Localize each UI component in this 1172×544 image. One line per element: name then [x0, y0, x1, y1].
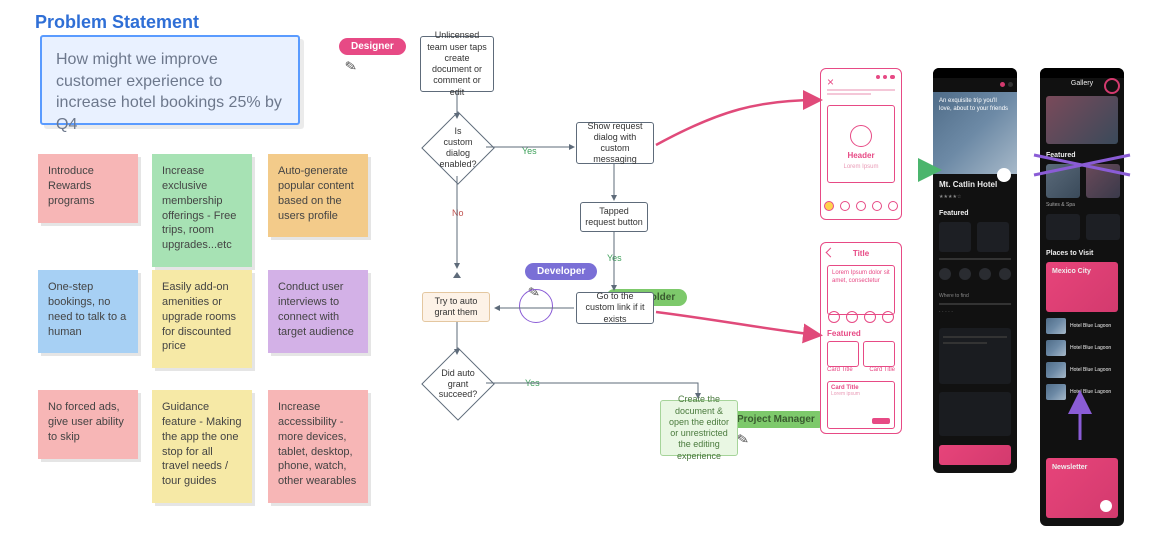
wire-desc: Lorem Ipsum [843, 164, 878, 170]
wire-dots [821, 201, 901, 211]
wire-card-title: Card Title [827, 367, 853, 373]
mock-featured: Featured [1046, 152, 1076, 159]
flow-d1-label: Is custom dialog enabled? [433, 123, 483, 173]
wireframe-top: × Header Lorem Ipsum [820, 68, 902, 220]
hotel-row: Hotel Blue Lagoon [1070, 345, 1111, 351]
flow-d1: Is custom dialog enabled? [421, 111, 495, 185]
mock-sub: An exquisite trip you'll love, about to … [939, 98, 1011, 114]
sticky-note: Easily add-on amenities or upgrade rooms… [152, 270, 252, 368]
problem-statement: How might we improve customer experience… [40, 35, 300, 125]
sticky-note: No forced ads, give user ability to skip [38, 390, 138, 459]
flow-tapped: Tapped request button [580, 202, 648, 232]
mock-featured: Featured [939, 210, 969, 217]
developer-circle [519, 289, 553, 323]
flow-start: Unlicensed team user taps create documen… [420, 36, 494, 92]
wire-title: Title [821, 249, 901, 258]
mockup-dark-1: An exquisite trip you'll love, about to … [933, 68, 1017, 473]
circle-icon [1104, 78, 1120, 94]
window-controls [876, 75, 895, 79]
role-developer: Developer [525, 263, 597, 280]
wire-small-cards [827, 311, 895, 323]
page-title: Problem Statement [35, 12, 199, 33]
mock-suites: Suites & Spa [1046, 202, 1075, 208]
sticky-note: Increase exclusive membership offerings … [152, 154, 252, 267]
wire-header: Header [847, 151, 874, 160]
label-yes: Yes [607, 253, 622, 263]
flow-show-request: Show request dialog with custom messagin… [576, 122, 654, 164]
wire-featured: Featured [827, 329, 861, 338]
close-icon: × [827, 75, 834, 89]
role-pm: Project Manager [725, 411, 827, 428]
pencil-icon: ✎ [344, 57, 359, 76]
wire-card-text: Lorem ipsum [831, 391, 891, 397]
hotel-row: Hotel Blue Lagoon [1070, 389, 1111, 395]
flow-d2: Did auto grant succeed? [421, 347, 495, 421]
flow-go-custom: Go to the custom link if it exists [576, 292, 654, 324]
sticky-note: Guidance feature - Making the app the on… [152, 390, 252, 503]
flow-auto-grant: Try to auto grant them [422, 292, 490, 322]
mock-mexico: Mexico City [1052, 268, 1112, 275]
label-yes: Yes [522, 146, 537, 156]
mockup-dark-2: Gallery Featured Suites & Spa Places to … [1040, 68, 1124, 526]
mock-title: Mt. Catlin Hotel [939, 180, 997, 189]
sticky-note: Increase accessibility - more devices, t… [268, 390, 368, 503]
mock-newsletter: Newsletter [1052, 464, 1112, 471]
sticky-note: Conduct user interviews to connect with … [268, 270, 368, 353]
role-designer: Designer [339, 38, 406, 55]
flow-d2-label: Did auto grant succeed? [433, 359, 483, 409]
mock-places: Places to Visit [1046, 250, 1093, 257]
wire-card-title: Card Title [869, 367, 895, 373]
label-no: No [452, 208, 464, 218]
sticky-note: One-step bookings, no need to talk to a … [38, 270, 138, 353]
hotel-row: Hotel Blue Lagoon [1070, 323, 1111, 329]
sticky-note: Introduce Rewards programs [38, 154, 138, 223]
label-yes: Yes [525, 378, 540, 388]
wireframe-bottom: Title Lorem Ipsum dolor sit amet, consec… [820, 242, 902, 434]
sticky-note: Auto-generate popular content based on t… [268, 154, 368, 237]
flow-create-doc: Create the document & open the editor or… [660, 400, 738, 456]
wire-lorem: Lorem Ipsum dolor sit amet, consectetur [827, 265, 895, 315]
hotel-row: Hotel Blue Lagoon [1070, 367, 1111, 373]
